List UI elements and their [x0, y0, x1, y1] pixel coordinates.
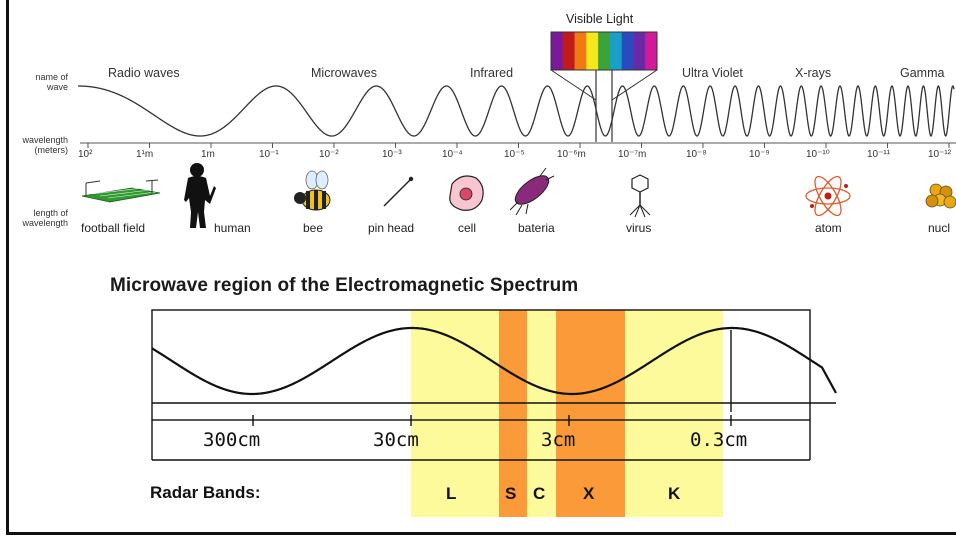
- wavelength-axis-ticks: [87, 143, 950, 148]
- object-label-cell: cell: [458, 221, 477, 235]
- tick-label-14: 10⁻¹²: [928, 149, 952, 160]
- object-label-pin-head: pin head: [368, 221, 415, 235]
- figure-frame: [6, 0, 956, 535]
- tick-label-2: 1m: [201, 149, 215, 160]
- band-c-area: [527, 310, 556, 517]
- tick-label-4: 10⁻²: [319, 149, 339, 160]
- band-l-area: [411, 310, 499, 517]
- tick-label-9: 10⁻⁷m: [618, 149, 647, 160]
- visible-color-stripe: [551, 32, 564, 70]
- football-field-icon: [81, 179, 161, 203]
- visible-funnel: [550, 69, 658, 101]
- pin-head-icon: [383, 176, 414, 207]
- cell-icon: [449, 175, 484, 211]
- wave-name-xrays: X-rays: [795, 66, 832, 80]
- tick-label-7: 10⁻⁵: [504, 149, 525, 160]
- nucleus-icon: [925, 183, 956, 209]
- visible-light-color-bar: [550, 31, 658, 101]
- tick-label-8: 10⁻⁶m: [557, 149, 586, 160]
- object-label-bacteria: bateria: [518, 221, 555, 235]
- tick-label-12: 10⁻¹⁰: [806, 149, 830, 160]
- ruler-label-30cm: 30cm: [373, 429, 419, 451]
- human-icon: [184, 163, 216, 228]
- virus-icon: [629, 174, 651, 218]
- visible-color-stripe: [621, 32, 634, 70]
- tick-label-1: 1¹m: [136, 149, 154, 160]
- ruler-ticks: [252, 415, 732, 426]
- microwave-plot-box: [151, 309, 811, 421]
- band-label-k: K: [668, 484, 681, 503]
- wave-name-ultraviolet: Ultra Violet: [682, 66, 743, 80]
- visible-color-stripe: [645, 32, 658, 70]
- radar-bands-label: Radar Bands:: [150, 483, 261, 502]
- microwave-wave: [151, 326, 837, 396]
- microwave-title: Microwave region of the Electromagnetic …: [110, 275, 579, 296]
- ruler-label-0-3cm: 0.3cm: [690, 429, 748, 451]
- visible-color-stripe: [598, 32, 611, 70]
- wave-name-radio: Radio waves: [108, 66, 180, 80]
- object-label-human: human: [214, 221, 251, 235]
- visible-color-stripe: [562, 32, 575, 70]
- wave-name-gamma: Gamma: [900, 66, 945, 80]
- tick-label-11: 10⁻⁹: [749, 149, 770, 160]
- band-s-area: [499, 310, 527, 517]
- visible-bar-outline: [550, 31, 658, 71]
- visible-color-stripe: [633, 32, 646, 70]
- object-label-football-field: football field: [81, 221, 146, 235]
- visible-color-stripe: [574, 32, 587, 70]
- spectrum-wave: [78, 85, 955, 137]
- band-label-s: S: [505, 484, 517, 503]
- ruler-label-3cm: 3cm: [541, 429, 576, 451]
- band-k-area: [625, 310, 723, 517]
- atom-icon: [805, 175, 851, 217]
- name-of-wave-row-label: name of wave: [35, 72, 68, 92]
- band-label-l: L: [446, 484, 457, 503]
- tick-label-0: 10²: [78, 149, 93, 160]
- length-row-label: length of wavelength: [22, 208, 68, 228]
- object-label-bee: bee: [303, 221, 324, 235]
- ruler-label-300cm: 300cm: [203, 429, 261, 451]
- object-label-nucleus: nucl: [928, 221, 951, 235]
- bacteria-icon: [509, 167, 555, 216]
- object-label-atom: atom: [815, 221, 842, 235]
- tick-label-3: 10⁻¹: [259, 149, 279, 160]
- visible-color-stripe: [586, 32, 599, 70]
- tick-label-5: 10⁻³: [382, 149, 402, 160]
- tick-label-6: 10⁻⁴: [442, 149, 463, 160]
- tick-label-13: 10⁻¹¹: [867, 149, 891, 160]
- band-label-x: X: [583, 484, 595, 503]
- wavelength-row-label: wavelength (meters): [22, 135, 68, 155]
- band-label-c: C: [533, 484, 546, 503]
- bee-icon: [294, 170, 331, 211]
- wave-name-infrared: Infrared: [470, 66, 514, 80]
- object-label-virus: virus: [626, 221, 652, 235]
- wave-name-microwaves: Microwaves: [311, 66, 377, 80]
- visible-color-stripe: [609, 32, 623, 70]
- tick-label-10: 10⁻⁸: [686, 149, 707, 160]
- band-x-area: [556, 310, 625, 517]
- visible-light-label: Visible Light: [566, 12, 634, 26]
